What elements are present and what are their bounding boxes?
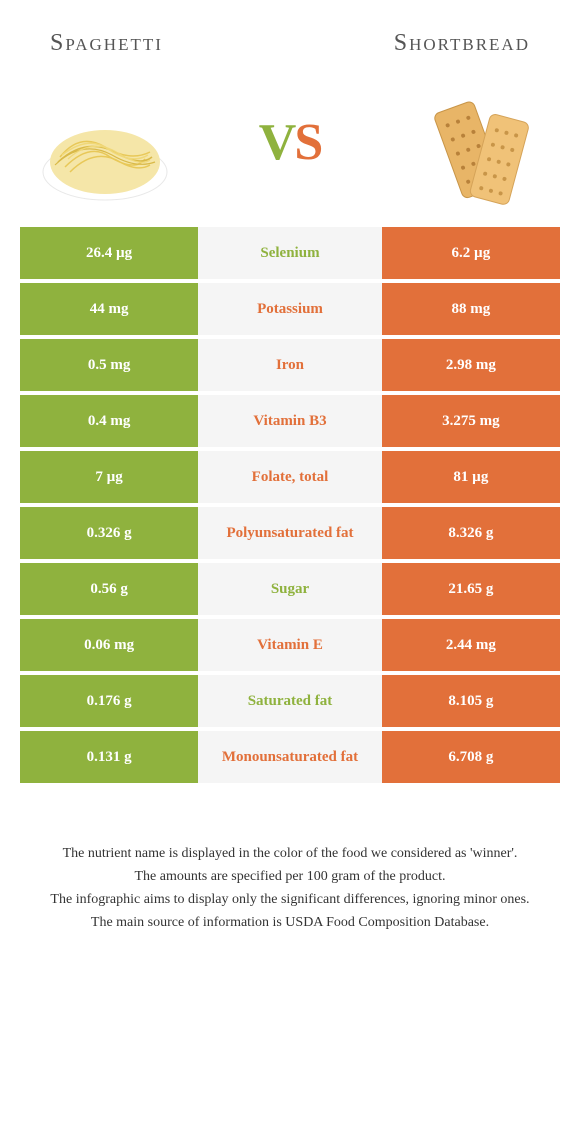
value-right: 2.98 mg [382,339,560,391]
value-left: 7 µg [20,451,198,503]
footer-line-4: The main source of information is USDA F… [30,912,550,933]
table-row: 0.176 gSaturated fat8.105 g [20,675,560,727]
nutrient-name: Saturated fat [198,675,382,727]
header: Spaghetti Shortbread [20,20,560,77]
vs-v: V [259,114,295,171]
nutrient-name: Folate, total [198,451,382,503]
value-right: 8.105 g [382,675,560,727]
footer: The nutrient name is displayed in the co… [20,843,560,933]
nutrient-name: Vitamin E [198,619,382,671]
nutrient-name: Vitamin B3 [198,395,382,447]
value-left: 0.4 mg [20,395,198,447]
table-row: 7 µgFolate, total81 µg [20,451,560,503]
table-row: 0.4 mgVitamin B33.275 mg [20,395,560,447]
value-left: 0.176 g [20,675,198,727]
value-left: 0.326 g [20,507,198,559]
value-right: 2.44 mg [382,619,560,671]
value-right: 8.326 g [382,507,560,559]
footer-line-3: The infographic aims to display only the… [30,889,550,910]
title-right: Shortbread [394,30,530,57]
value-left: 0.5 mg [20,339,198,391]
table-row: 0.06 mgVitamin E2.44 mg [20,619,560,671]
nutrient-name: Monounsaturated fat [198,731,382,783]
value-right: 21.65 g [382,563,560,615]
comparison-table: 26.4 µgSelenium6.2 µg44 mgPotassium88 mg… [20,227,560,783]
nutrient-name: Iron [198,339,382,391]
table-row: 44 mgPotassium88 mg [20,283,560,335]
value-left: 44 mg [20,283,198,335]
title-left: Spaghetti [50,30,163,57]
value-left: 26.4 µg [20,227,198,279]
nutrient-name: Selenium [198,227,382,279]
value-right: 6.2 µg [382,227,560,279]
table-row: 26.4 µgSelenium6.2 µg [20,227,560,279]
vs-s: S [294,114,321,171]
nutrient-name: Sugar [198,563,382,615]
footer-line-1: The nutrient name is displayed in the co… [30,843,550,864]
value-left: 0.56 g [20,563,198,615]
table-row: 0.5 mgIron2.98 mg [20,339,560,391]
value-left: 0.06 mg [20,619,198,671]
nutrient-name: Polyunsaturated fat [198,507,382,559]
spaghetti-image [40,77,170,207]
shortbread-image [410,77,540,207]
table-row: 0.131 gMonounsaturated fat6.708 g [20,731,560,783]
value-right: 6.708 g [382,731,560,783]
images-row: VS [20,77,560,227]
table-row: 0.326 gPolyunsaturated fat8.326 g [20,507,560,559]
nutrient-name: Potassium [198,283,382,335]
footer-line-2: The amounts are specified per 100 gram o… [30,866,550,887]
value-right: 3.275 mg [382,395,560,447]
table-row: 0.56 gSugar21.65 g [20,563,560,615]
value-right: 81 µg [382,451,560,503]
vs-label: VS [259,113,321,172]
value-left: 0.131 g [20,731,198,783]
value-right: 88 mg [382,283,560,335]
